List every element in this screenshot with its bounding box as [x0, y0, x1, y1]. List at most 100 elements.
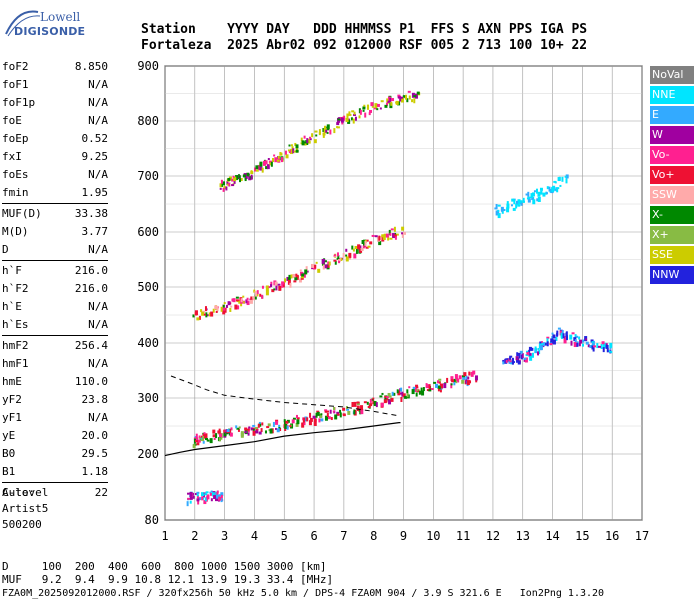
param-row: foE N/A — [2, 112, 108, 130]
echo-point — [401, 97, 405, 103]
echo-point — [399, 392, 402, 395]
echo-point — [220, 492, 224, 497]
param-separator — [2, 482, 108, 483]
echo-point — [365, 246, 369, 249]
echo-point — [268, 160, 272, 164]
echo-point — [453, 378, 456, 382]
echo-point — [247, 432, 250, 436]
echo-point — [468, 380, 472, 384]
echo-point — [509, 356, 512, 360]
echo-point — [346, 113, 349, 119]
echo-point — [311, 263, 315, 268]
echo-point — [345, 254, 348, 257]
echo-point — [301, 273, 305, 277]
param-value: 22 — [94, 486, 108, 499]
echo-point — [391, 391, 394, 396]
echo-point — [561, 330, 564, 335]
param-label: B1 — [2, 465, 16, 478]
echo-point — [205, 433, 208, 439]
echo-point — [286, 425, 289, 430]
echo-point — [274, 281, 278, 286]
param-value: 23.8 — [81, 393, 109, 406]
echo-point — [373, 401, 377, 407]
param-value: N/A — [88, 114, 108, 127]
echo-point — [515, 200, 518, 204]
echo-point — [495, 210, 499, 216]
echo-point — [557, 327, 561, 330]
echo-point — [465, 379, 468, 384]
echo-point — [301, 422, 305, 428]
echo-point — [537, 347, 540, 350]
echo-point — [216, 306, 219, 312]
echo-point — [517, 360, 521, 365]
echo-point — [362, 242, 365, 248]
param-value: 1.18 — [81, 465, 109, 478]
echo-point — [253, 167, 256, 172]
echo-point — [393, 234, 397, 237]
echo-point — [433, 381, 437, 384]
param-value: N/A — [88, 243, 108, 256]
echo-point — [340, 117, 344, 123]
echo-point — [203, 313, 206, 316]
echo-point — [497, 209, 500, 212]
echo-point — [512, 207, 516, 211]
echo-point — [597, 345, 601, 348]
y-tick-label: 500 — [137, 280, 159, 294]
echo-point — [563, 338, 567, 344]
echo-point — [246, 172, 250, 177]
echo-point — [193, 438, 196, 444]
echo-point — [295, 422, 299, 427]
echo-point — [356, 405, 360, 411]
echo-point — [337, 118, 341, 121]
echo-point — [359, 409, 362, 415]
legend-item-ssw: SSW — [650, 186, 694, 204]
echo-point — [313, 420, 317, 426]
echo-point — [550, 338, 554, 343]
echo-point — [274, 157, 278, 163]
echo-point — [372, 397, 375, 400]
echo-point — [380, 100, 384, 103]
echo-point — [421, 390, 425, 396]
param-row: foF2 8.850 — [2, 58, 108, 76]
echo-point — [436, 380, 439, 384]
echo-point — [314, 264, 317, 269]
echo-point — [531, 347, 534, 351]
echo-point — [250, 296, 253, 302]
echo-point — [303, 417, 306, 423]
echo-point — [287, 149, 290, 152]
echo-point — [548, 186, 551, 192]
echo-point — [393, 226, 396, 232]
echo-point — [380, 402, 384, 407]
echo-point — [260, 428, 263, 433]
echo-point — [320, 413, 323, 416]
echo-point — [537, 351, 540, 356]
echo-point — [539, 187, 543, 191]
echo-point — [203, 432, 206, 435]
echo-point — [531, 197, 535, 201]
echo-point — [551, 188, 555, 193]
echo-point — [255, 291, 258, 297]
echo-point — [509, 355, 513, 358]
echo-point — [556, 187, 559, 193]
echo-point — [527, 191, 530, 197]
echo-point — [395, 233, 399, 236]
echo-point — [347, 119, 351, 124]
echo-point — [395, 100, 399, 105]
echo-point — [242, 174, 246, 178]
echo-point — [327, 416, 331, 420]
echo-point — [300, 137, 303, 142]
echo-point — [329, 409, 332, 414]
echo-point — [223, 429, 226, 433]
echo-point — [200, 437, 203, 440]
echo-point — [199, 497, 202, 501]
echo-point — [560, 334, 563, 339]
echo-point — [238, 426, 241, 429]
echo-point — [329, 129, 332, 135]
echo-point — [229, 432, 233, 437]
echo-point — [366, 401, 369, 405]
echo-point — [328, 261, 331, 266]
echo-point — [248, 176, 252, 181]
y-tick-label: 800 — [137, 114, 159, 128]
echo-point — [309, 417, 313, 422]
echo-point — [222, 181, 226, 186]
